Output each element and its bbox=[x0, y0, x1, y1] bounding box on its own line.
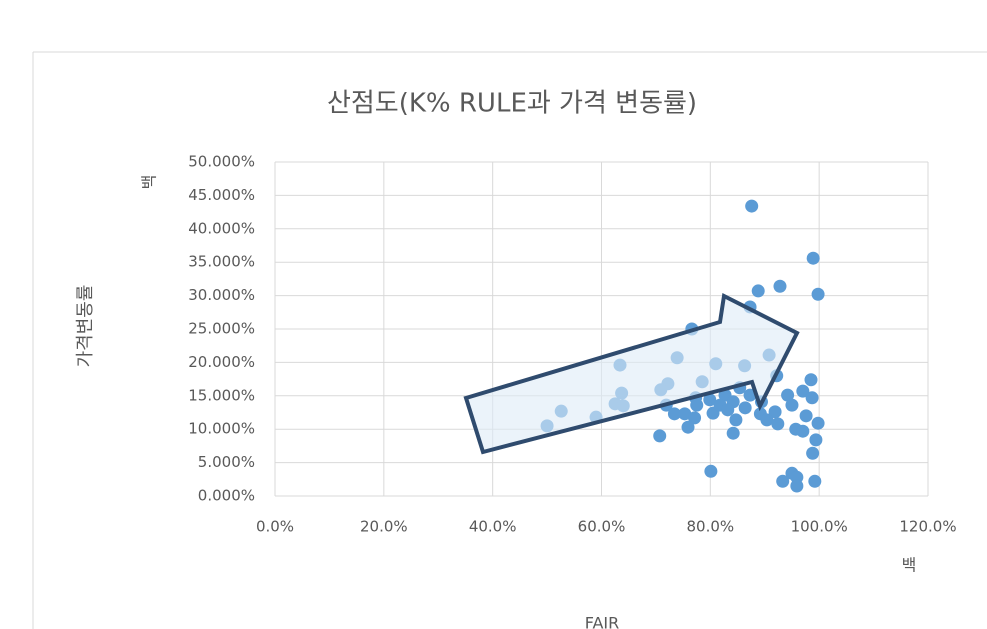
point bbox=[751, 284, 765, 298]
point bbox=[785, 398, 799, 412]
point bbox=[768, 405, 782, 419]
point bbox=[729, 413, 743, 427]
y-axis-label: 가격변동률 bbox=[75, 285, 96, 368]
point bbox=[771, 417, 785, 431]
point bbox=[804, 373, 818, 387]
point bbox=[805, 391, 819, 405]
point bbox=[806, 446, 820, 460]
point bbox=[760, 413, 774, 427]
y-tick-label: 35.000% bbox=[188, 253, 255, 271]
y-tick-label: 15.000% bbox=[188, 386, 255, 404]
x-axis-label: FAIR bbox=[585, 614, 620, 629]
y-tick-label: 45.000% bbox=[188, 186, 255, 204]
point bbox=[799, 409, 813, 423]
x-tick-label: 40.0% bbox=[469, 518, 517, 536]
point bbox=[773, 279, 787, 293]
x-tick-label: 60.0% bbox=[578, 518, 626, 536]
point bbox=[806, 251, 820, 265]
arrow-shape bbox=[463, 292, 800, 455]
y-tick-label: 20.000% bbox=[188, 353, 255, 371]
y-tick-label: 30.000% bbox=[188, 286, 255, 304]
point bbox=[678, 407, 692, 421]
point bbox=[667, 407, 681, 421]
point bbox=[726, 426, 740, 440]
y-tick-label: 25.000% bbox=[188, 320, 255, 338]
point bbox=[796, 384, 810, 398]
point bbox=[703, 393, 717, 407]
point bbox=[688, 411, 702, 425]
x-tick-label: 20.0% bbox=[360, 518, 408, 536]
y-tick-label: 10.000% bbox=[188, 420, 255, 438]
point bbox=[781, 388, 795, 402]
annotation: 백 bbox=[140, 175, 159, 190]
point bbox=[796, 424, 810, 438]
point bbox=[704, 464, 718, 478]
point bbox=[690, 398, 704, 412]
point bbox=[790, 479, 804, 493]
point bbox=[653, 429, 667, 443]
y-tick-label: 50.000% bbox=[188, 153, 255, 171]
y-tick-label: 40.000% bbox=[188, 219, 255, 237]
point bbox=[776, 474, 790, 488]
chart-title: 산점도(K% RULE과 가격 변동률) bbox=[327, 89, 697, 119]
x-tick-label: 0.0% bbox=[256, 518, 294, 536]
annotation: 백 bbox=[902, 556, 917, 575]
x-tick-label: 80.0% bbox=[687, 518, 735, 536]
point bbox=[681, 420, 695, 434]
point bbox=[811, 416, 825, 430]
point bbox=[745, 199, 759, 213]
point bbox=[809, 433, 823, 447]
y-tick-label: 5.000% bbox=[198, 453, 255, 471]
x-tick-label: 120.0% bbox=[899, 518, 956, 536]
point bbox=[721, 403, 735, 417]
point bbox=[738, 401, 752, 415]
y-tick-label: 0.000% bbox=[198, 487, 255, 505]
point bbox=[808, 474, 822, 488]
point bbox=[811, 287, 825, 301]
x-tick-label: 100.0% bbox=[791, 518, 848, 536]
